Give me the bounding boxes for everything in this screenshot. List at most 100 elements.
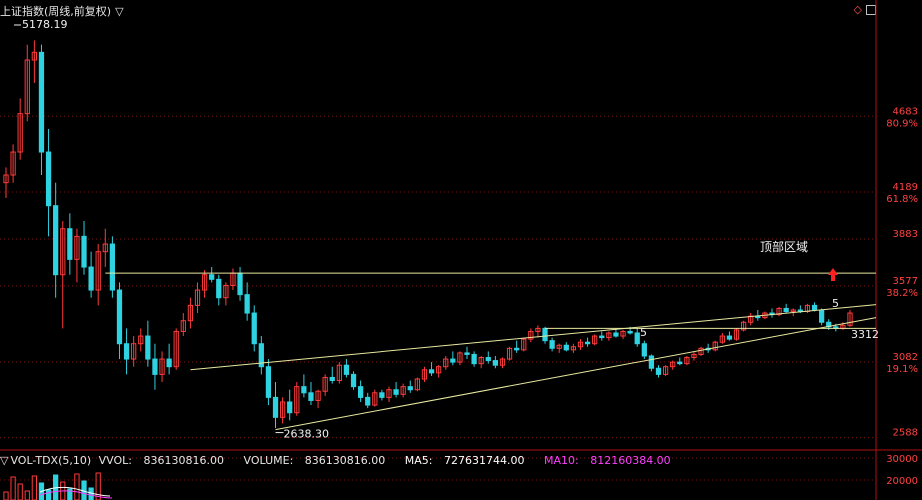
candle-body xyxy=(570,346,577,351)
candle-body xyxy=(684,357,690,365)
candle-body xyxy=(201,274,208,291)
candle-body xyxy=(67,228,73,260)
candle-body xyxy=(592,335,598,345)
candle-body xyxy=(209,274,215,280)
volume-bar xyxy=(3,491,9,500)
volume-bar xyxy=(17,483,23,500)
candle-body xyxy=(584,341,591,345)
candle-body xyxy=(514,347,520,351)
diamond-icon[interactable]: ◇ xyxy=(853,3,862,16)
candle-body xyxy=(655,367,662,375)
candle-body xyxy=(131,343,137,360)
chart-title: 上证指数(周线,前复权) xyxy=(0,5,112,18)
candle-body xyxy=(464,352,470,355)
candle-body xyxy=(31,51,37,61)
chart-header: 上证指数(周线,前复权) ▽ xyxy=(0,3,124,19)
candle-body xyxy=(216,278,222,299)
candle-body xyxy=(811,304,818,311)
candle-body xyxy=(733,329,740,340)
candle-body xyxy=(187,304,194,322)
candle-body xyxy=(393,389,399,395)
wave5-label: 5 xyxy=(640,326,647,339)
candle-body xyxy=(698,347,704,355)
ma5-line xyxy=(39,486,111,497)
candle-body xyxy=(549,340,555,349)
candle-body xyxy=(712,341,718,351)
candle-body xyxy=(329,376,335,382)
candle-body xyxy=(10,151,16,176)
candle-body xyxy=(542,327,548,342)
candle-body xyxy=(662,366,669,375)
candle-body xyxy=(88,266,94,291)
pct-tick-label: 38.2% xyxy=(886,288,918,299)
candle-body xyxy=(776,307,782,316)
candle-body xyxy=(471,353,477,365)
vvol-readout: VVOL: 836130816.00 xyxy=(98,454,224,467)
candle-body xyxy=(194,289,201,306)
candle-body xyxy=(74,235,80,260)
candle-body xyxy=(145,335,151,360)
candle-body xyxy=(350,373,357,388)
candle-body xyxy=(116,289,123,345)
candle-body xyxy=(152,358,158,375)
price-tick-label: 3082 xyxy=(893,352,918,363)
candle-body xyxy=(641,343,647,357)
candle-body xyxy=(478,357,484,365)
candle-body xyxy=(159,358,165,375)
last-price-label: 3312 xyxy=(851,328,879,341)
candle-body xyxy=(613,332,619,337)
triangle-down-icon[interactable]: ▽ xyxy=(0,454,9,467)
candle-body xyxy=(620,330,626,337)
volume-bar xyxy=(24,490,30,500)
volume-header: ▽ VOL-TDX(5,10) VVOL: 836130816.00 VOLUME… xyxy=(0,454,687,467)
candle-body xyxy=(265,366,272,398)
candle-body xyxy=(450,358,456,363)
volume-bar xyxy=(45,489,52,500)
candle-body xyxy=(577,341,584,348)
candle-body xyxy=(379,392,385,398)
triangle-down-icon[interactable]: ▽ xyxy=(115,5,124,18)
candle-body xyxy=(428,369,435,374)
candle-body xyxy=(443,358,449,368)
candle-body xyxy=(783,307,789,313)
candle-body xyxy=(372,392,378,406)
candle-body xyxy=(506,347,513,360)
candle-body xyxy=(308,392,314,401)
candle-body xyxy=(109,243,116,291)
volume-bar xyxy=(95,472,101,500)
candle-body xyxy=(138,335,144,345)
candle-body xyxy=(279,401,286,418)
price-tick-label: 3577 xyxy=(893,276,918,287)
volume-bar xyxy=(67,488,73,500)
candle-body xyxy=(606,332,612,339)
candle-body xyxy=(223,284,229,299)
candle-body xyxy=(436,366,442,374)
candle-body xyxy=(81,235,87,268)
candle-body xyxy=(790,309,796,313)
candle-body xyxy=(237,272,243,296)
pct-tick-label: 19.1% xyxy=(886,364,918,375)
volume-tick-label: 30000 xyxy=(886,454,918,465)
candle-body xyxy=(95,251,101,291)
vol-name: VOL-TDX(5,10) xyxy=(10,454,92,467)
candle-body xyxy=(421,369,428,380)
candle-body xyxy=(677,361,683,365)
up-arrow-icon xyxy=(828,268,838,281)
candle-body xyxy=(336,364,342,382)
candle-body xyxy=(53,205,59,276)
price-tick-label: 4683 xyxy=(893,106,918,117)
candle-body xyxy=(521,338,527,351)
candle-body xyxy=(17,113,23,153)
candle-body xyxy=(457,352,463,363)
candle-body xyxy=(166,358,172,368)
candle-body xyxy=(726,335,733,340)
candle-body xyxy=(24,59,30,115)
candle-body xyxy=(272,396,279,418)
zone-label: 顶部区域 xyxy=(760,239,808,254)
wave5-label: 5 xyxy=(832,297,839,310)
channel-lower-line xyxy=(275,317,877,431)
candle-body xyxy=(315,390,321,401)
high-label: 5178.19 xyxy=(22,18,68,31)
candle-body xyxy=(535,327,541,332)
